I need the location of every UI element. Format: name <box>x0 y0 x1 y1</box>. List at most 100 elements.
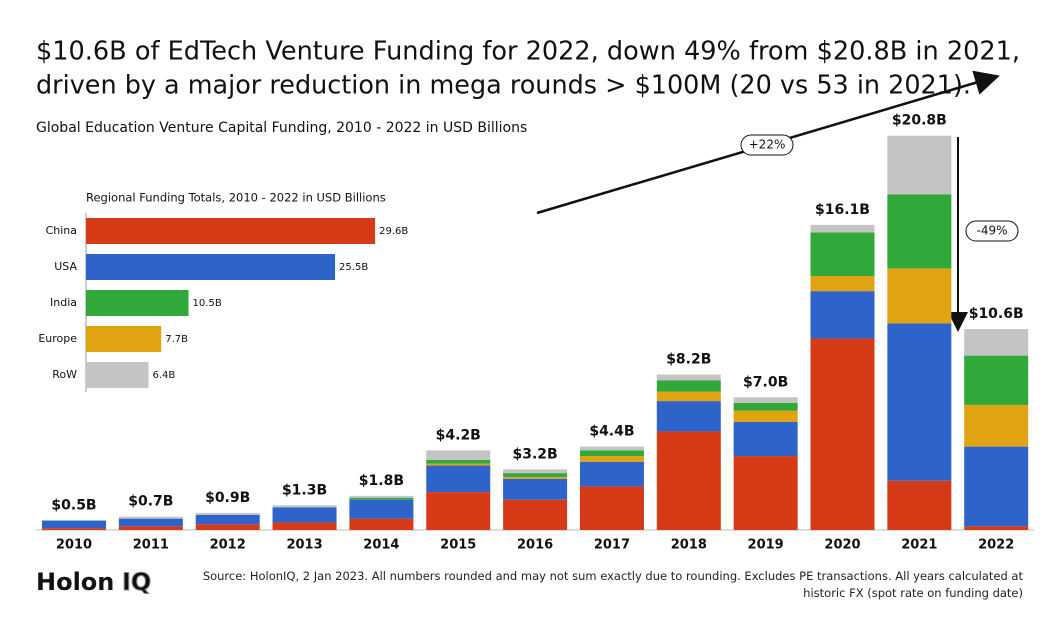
bar-segment <box>810 291 875 339</box>
bar-segment <box>272 507 337 523</box>
bar <box>86 218 376 244</box>
title-line: $10.6B of EdTech Venture Funding for 202… <box>36 37 1020 67</box>
bar-segment <box>733 421 798 457</box>
annotation: +22% <box>749 138 786 152</box>
bar-segment <box>656 380 721 392</box>
bar-segment <box>964 446 1029 527</box>
bar-segment <box>964 404 1029 447</box>
bar-segment <box>503 469 568 474</box>
bar-segment <box>118 516 183 519</box>
bar-segment <box>195 514 260 525</box>
total-label: $0.9B <box>205 490 250 506</box>
subtitle: Global Education Venture Capital Funding… <box>36 120 527 136</box>
total-label: $8.2B <box>666 352 711 368</box>
bar-segment <box>887 323 952 481</box>
logo: IQ <box>122 568 151 596</box>
bar-segment <box>656 391 721 402</box>
total-label: $16.1B <box>815 202 870 218</box>
y-tick-label: China <box>46 224 77 237</box>
bar-segment <box>349 518 414 530</box>
bar-segment <box>887 135 952 195</box>
x-tick-label: 2013 <box>286 538 322 553</box>
total-label: $20.8B <box>892 113 947 129</box>
bar-segment <box>964 355 1029 405</box>
total-label: $0.7B <box>128 494 173 510</box>
x-tick-label: 2016 <box>517 538 553 553</box>
bar-segment <box>810 232 875 277</box>
bar-segment <box>503 476 568 479</box>
x-tick-label: 2022 <box>978 538 1014 553</box>
bar-segment <box>426 459 491 464</box>
bar-segment <box>887 194 952 269</box>
x-tick-label: 2010 <box>56 538 92 553</box>
x-tick-label: 2017 <box>594 538 630 553</box>
total-label: $10.6B <box>969 306 1024 322</box>
bar-segment <box>579 461 644 487</box>
value-label: 6.4B <box>153 370 176 381</box>
value-label: 25.5B <box>339 262 368 273</box>
bar-segment <box>579 456 644 462</box>
bar-segment <box>42 520 106 529</box>
bar-segment <box>964 329 1029 356</box>
bar-segment <box>426 463 491 466</box>
y-tick-label: India <box>50 296 77 309</box>
bar-segment <box>503 478 568 500</box>
x-tick-label: 2015 <box>440 538 476 553</box>
bar-segment <box>426 465 491 493</box>
bar-segment <box>579 446 644 451</box>
bar-segment <box>656 431 721 530</box>
bar-segment <box>118 526 183 530</box>
y-tick-label: RoW <box>52 368 77 381</box>
bar-segment <box>349 495 414 498</box>
bar <box>86 326 162 352</box>
x-tick-label: 2014 <box>363 538 399 553</box>
total-label: $4.4B <box>589 424 634 440</box>
bar-segment <box>503 499 568 530</box>
value-label: 7.7B <box>165 334 188 345</box>
bar <box>86 290 189 316</box>
bar-segment <box>656 374 721 381</box>
total-label: $4.2B <box>436 427 481 443</box>
source-note: Source: HolonIQ, 2 Jan 2023. All numbers… <box>202 569 1023 600</box>
y-tick-label: USA <box>54 260 77 273</box>
bar <box>86 362 149 388</box>
bar-segment <box>733 456 798 530</box>
value-label: 29.6B <box>379 226 408 237</box>
x-tick-label: 2020 <box>824 538 860 553</box>
bar-segment <box>810 338 875 530</box>
total-label: $3.2B <box>512 446 557 462</box>
bar-segment <box>118 518 183 527</box>
x-tick-label: 2012 <box>210 538 246 553</box>
x-tick-label: 2011 <box>133 538 169 553</box>
total-label: $0.5B <box>51 498 96 514</box>
bar-segment <box>426 492 491 530</box>
bar-segment <box>579 450 644 457</box>
bar-segment <box>42 528 106 530</box>
bar-segment <box>733 403 798 411</box>
logo: Holon <box>36 568 114 596</box>
bar-segment <box>810 276 875 292</box>
bar-segment <box>272 522 337 530</box>
bar-segment <box>733 397 798 404</box>
bar-segment <box>195 524 260 530</box>
bar-segment <box>887 480 952 530</box>
total-label: $1.3B <box>282 482 327 498</box>
value-label: 10.5B <box>193 298 222 309</box>
bar-segment <box>349 499 414 519</box>
bar-segment <box>733 410 798 422</box>
bar-segment <box>426 450 491 460</box>
bar-segment <box>272 505 337 508</box>
annotation: -49% <box>976 224 1007 238</box>
bar-segment <box>503 473 568 477</box>
bar-segment <box>656 401 721 432</box>
x-tick-label: 2021 <box>901 538 937 553</box>
x-tick-label: 2018 <box>671 538 707 553</box>
annotation-pill <box>740 134 794 156</box>
x-tick-label: 2019 <box>748 538 784 553</box>
annotation-pill <box>965 220 1019 242</box>
bar-segment <box>195 512 260 515</box>
y-tick-label: Europe <box>38 332 77 345</box>
title-line: driven by a major reduction in mega roun… <box>36 71 971 101</box>
bar-segment <box>579 486 644 530</box>
